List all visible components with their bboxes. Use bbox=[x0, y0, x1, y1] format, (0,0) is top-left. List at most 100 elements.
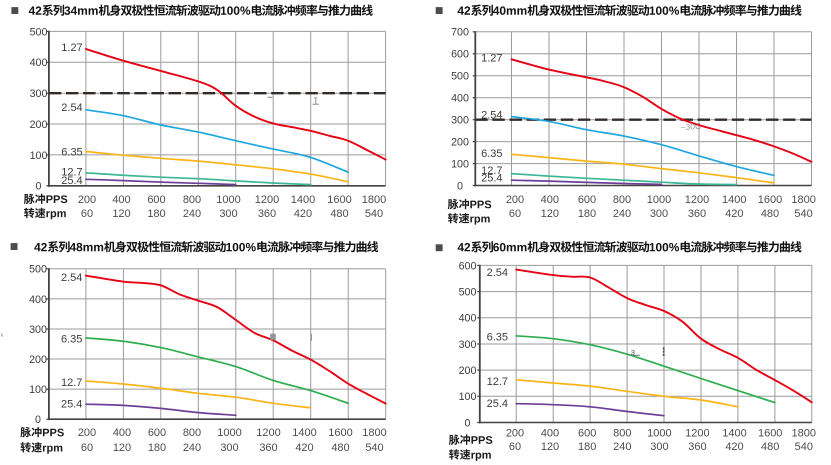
svg-text:1600: 1600 bbox=[758, 427, 782, 439]
svg-text:0: 0 bbox=[35, 414, 41, 426]
svg-text:400: 400 bbox=[112, 194, 130, 206]
svg-text:600: 600 bbox=[578, 194, 596, 206]
svg-text:12.7: 12.7 bbox=[61, 377, 82, 389]
svg-text:6.35: 6.35 bbox=[61, 146, 82, 158]
svg-text:500: 500 bbox=[29, 264, 47, 276]
svg-text:400: 400 bbox=[451, 93, 469, 105]
svg-text:240: 240 bbox=[613, 208, 631, 220]
svg-text:500: 500 bbox=[451, 71, 469, 83]
svg-text:1400: 1400 bbox=[291, 194, 315, 206]
svg-text:700: 700 bbox=[451, 27, 469, 39]
svg-text:360: 360 bbox=[259, 442, 277, 454]
svg-text:600: 600 bbox=[459, 260, 477, 272]
svg-text:120: 120 bbox=[112, 208, 130, 220]
svg-text:60: 60 bbox=[509, 441, 521, 453]
svg-text:1800: 1800 bbox=[791, 194, 815, 206]
svg-text:300: 300 bbox=[219, 208, 237, 220]
svg-text:500: 500 bbox=[459, 287, 477, 299]
svg-text:480: 480 bbox=[330, 208, 348, 220]
svg-text:400: 400 bbox=[541, 427, 559, 439]
svg-text:1200: 1200 bbox=[255, 194, 279, 206]
svg-text:600: 600 bbox=[147, 194, 165, 206]
svg-text:400: 400 bbox=[541, 194, 559, 206]
svg-text:0: 0 bbox=[465, 417, 471, 429]
svg-text:300: 300 bbox=[220, 442, 238, 454]
svg-text:800: 800 bbox=[183, 194, 201, 206]
svg-text:100: 100 bbox=[30, 150, 48, 162]
svg-text:1400: 1400 bbox=[292, 427, 316, 439]
svg-text:0: 0 bbox=[457, 180, 463, 192]
svg-text:12.7: 12.7 bbox=[481, 165, 502, 177]
svg-text:480: 480 bbox=[761, 441, 779, 453]
svg-text:1600: 1600 bbox=[328, 427, 352, 439]
svg-text:12.7: 12.7 bbox=[61, 167, 82, 179]
svg-text:1.27: 1.27 bbox=[481, 52, 502, 64]
svg-text:800: 800 bbox=[613, 427, 631, 439]
svg-text:540: 540 bbox=[794, 208, 812, 220]
svg-text:200: 200 bbox=[506, 194, 524, 206]
svg-text:100: 100 bbox=[459, 391, 477, 403]
svg-text:1200: 1200 bbox=[256, 427, 280, 439]
svg-text:1400: 1400 bbox=[722, 194, 746, 206]
svg-text:120: 120 bbox=[541, 441, 559, 453]
svg-text:420: 420 bbox=[725, 208, 743, 220]
svg-text:6.35: 6.35 bbox=[487, 331, 508, 343]
svg-text:600: 600 bbox=[451, 49, 469, 61]
svg-text:180: 180 bbox=[148, 442, 166, 454]
svg-text:12.7: 12.7 bbox=[487, 376, 508, 388]
svg-text:0: 0 bbox=[36, 181, 42, 193]
svg-text:300: 300 bbox=[650, 208, 668, 220]
svg-text:540: 540 bbox=[795, 441, 813, 453]
svg-text:1000: 1000 bbox=[647, 427, 671, 439]
svg-text:1200: 1200 bbox=[685, 427, 709, 439]
svg-text:180: 180 bbox=[578, 441, 596, 453]
svg-text:1.27: 1.27 bbox=[61, 42, 82, 54]
svg-text:1200: 1200 bbox=[685, 194, 709, 206]
svg-text:400: 400 bbox=[29, 294, 47, 306]
svg-text:200: 200 bbox=[78, 194, 96, 206]
svg-text:300: 300 bbox=[451, 115, 469, 127]
svg-text:60: 60 bbox=[509, 208, 521, 220]
svg-text:800: 800 bbox=[183, 427, 201, 439]
svg-text:420: 420 bbox=[295, 442, 313, 454]
svg-text:..: .. bbox=[706, 125, 710, 134]
svg-text:400: 400 bbox=[113, 427, 131, 439]
svg-text:3: 3 bbox=[631, 348, 635, 357]
svg-text:300: 300 bbox=[30, 88, 48, 100]
svg-text:200: 200 bbox=[78, 427, 96, 439]
svg-text:180: 180 bbox=[578, 208, 596, 220]
svg-text:480: 480 bbox=[761, 208, 779, 220]
svg-text:420: 420 bbox=[725, 441, 743, 453]
svg-text:240: 240 bbox=[183, 208, 201, 220]
svg-text:1000: 1000 bbox=[216, 194, 240, 206]
svg-text:400: 400 bbox=[459, 313, 477, 325]
svg-text:360: 360 bbox=[688, 208, 706, 220]
svg-text:1800: 1800 bbox=[792, 427, 816, 439]
svg-text:25.4: 25.4 bbox=[481, 173, 502, 185]
svg-text:800: 800 bbox=[613, 194, 631, 206]
svg-text:200: 200 bbox=[29, 354, 47, 366]
svg-text:360: 360 bbox=[258, 208, 276, 220]
svg-text:540: 540 bbox=[365, 208, 383, 220]
svg-text:100: 100 bbox=[451, 159, 469, 171]
svg-text:200: 200 bbox=[459, 365, 477, 377]
svg-text:200: 200 bbox=[30, 119, 48, 131]
svg-text:1800: 1800 bbox=[362, 427, 386, 439]
svg-text:300: 300 bbox=[29, 324, 47, 336]
svg-text:200: 200 bbox=[506, 427, 524, 439]
svg-text:240: 240 bbox=[613, 441, 631, 453]
svg-text:1600: 1600 bbox=[327, 194, 351, 206]
svg-text:6.35: 6.35 bbox=[61, 334, 82, 346]
svg-text:240: 240 bbox=[183, 442, 201, 454]
svg-text:1000: 1000 bbox=[217, 427, 241, 439]
svg-text:2.54: 2.54 bbox=[481, 110, 502, 122]
svg-text:180: 180 bbox=[147, 208, 165, 220]
svg-text:420: 420 bbox=[294, 208, 312, 220]
svg-text:120: 120 bbox=[113, 442, 131, 454]
svg-text:360: 360 bbox=[688, 441, 706, 453]
svg-text:600: 600 bbox=[148, 427, 166, 439]
svg-text:25.4: 25.4 bbox=[61, 175, 82, 187]
svg-text:480: 480 bbox=[331, 442, 349, 454]
svg-text:25.4: 25.4 bbox=[487, 398, 508, 410]
svg-text:6.35: 6.35 bbox=[481, 148, 502, 160]
